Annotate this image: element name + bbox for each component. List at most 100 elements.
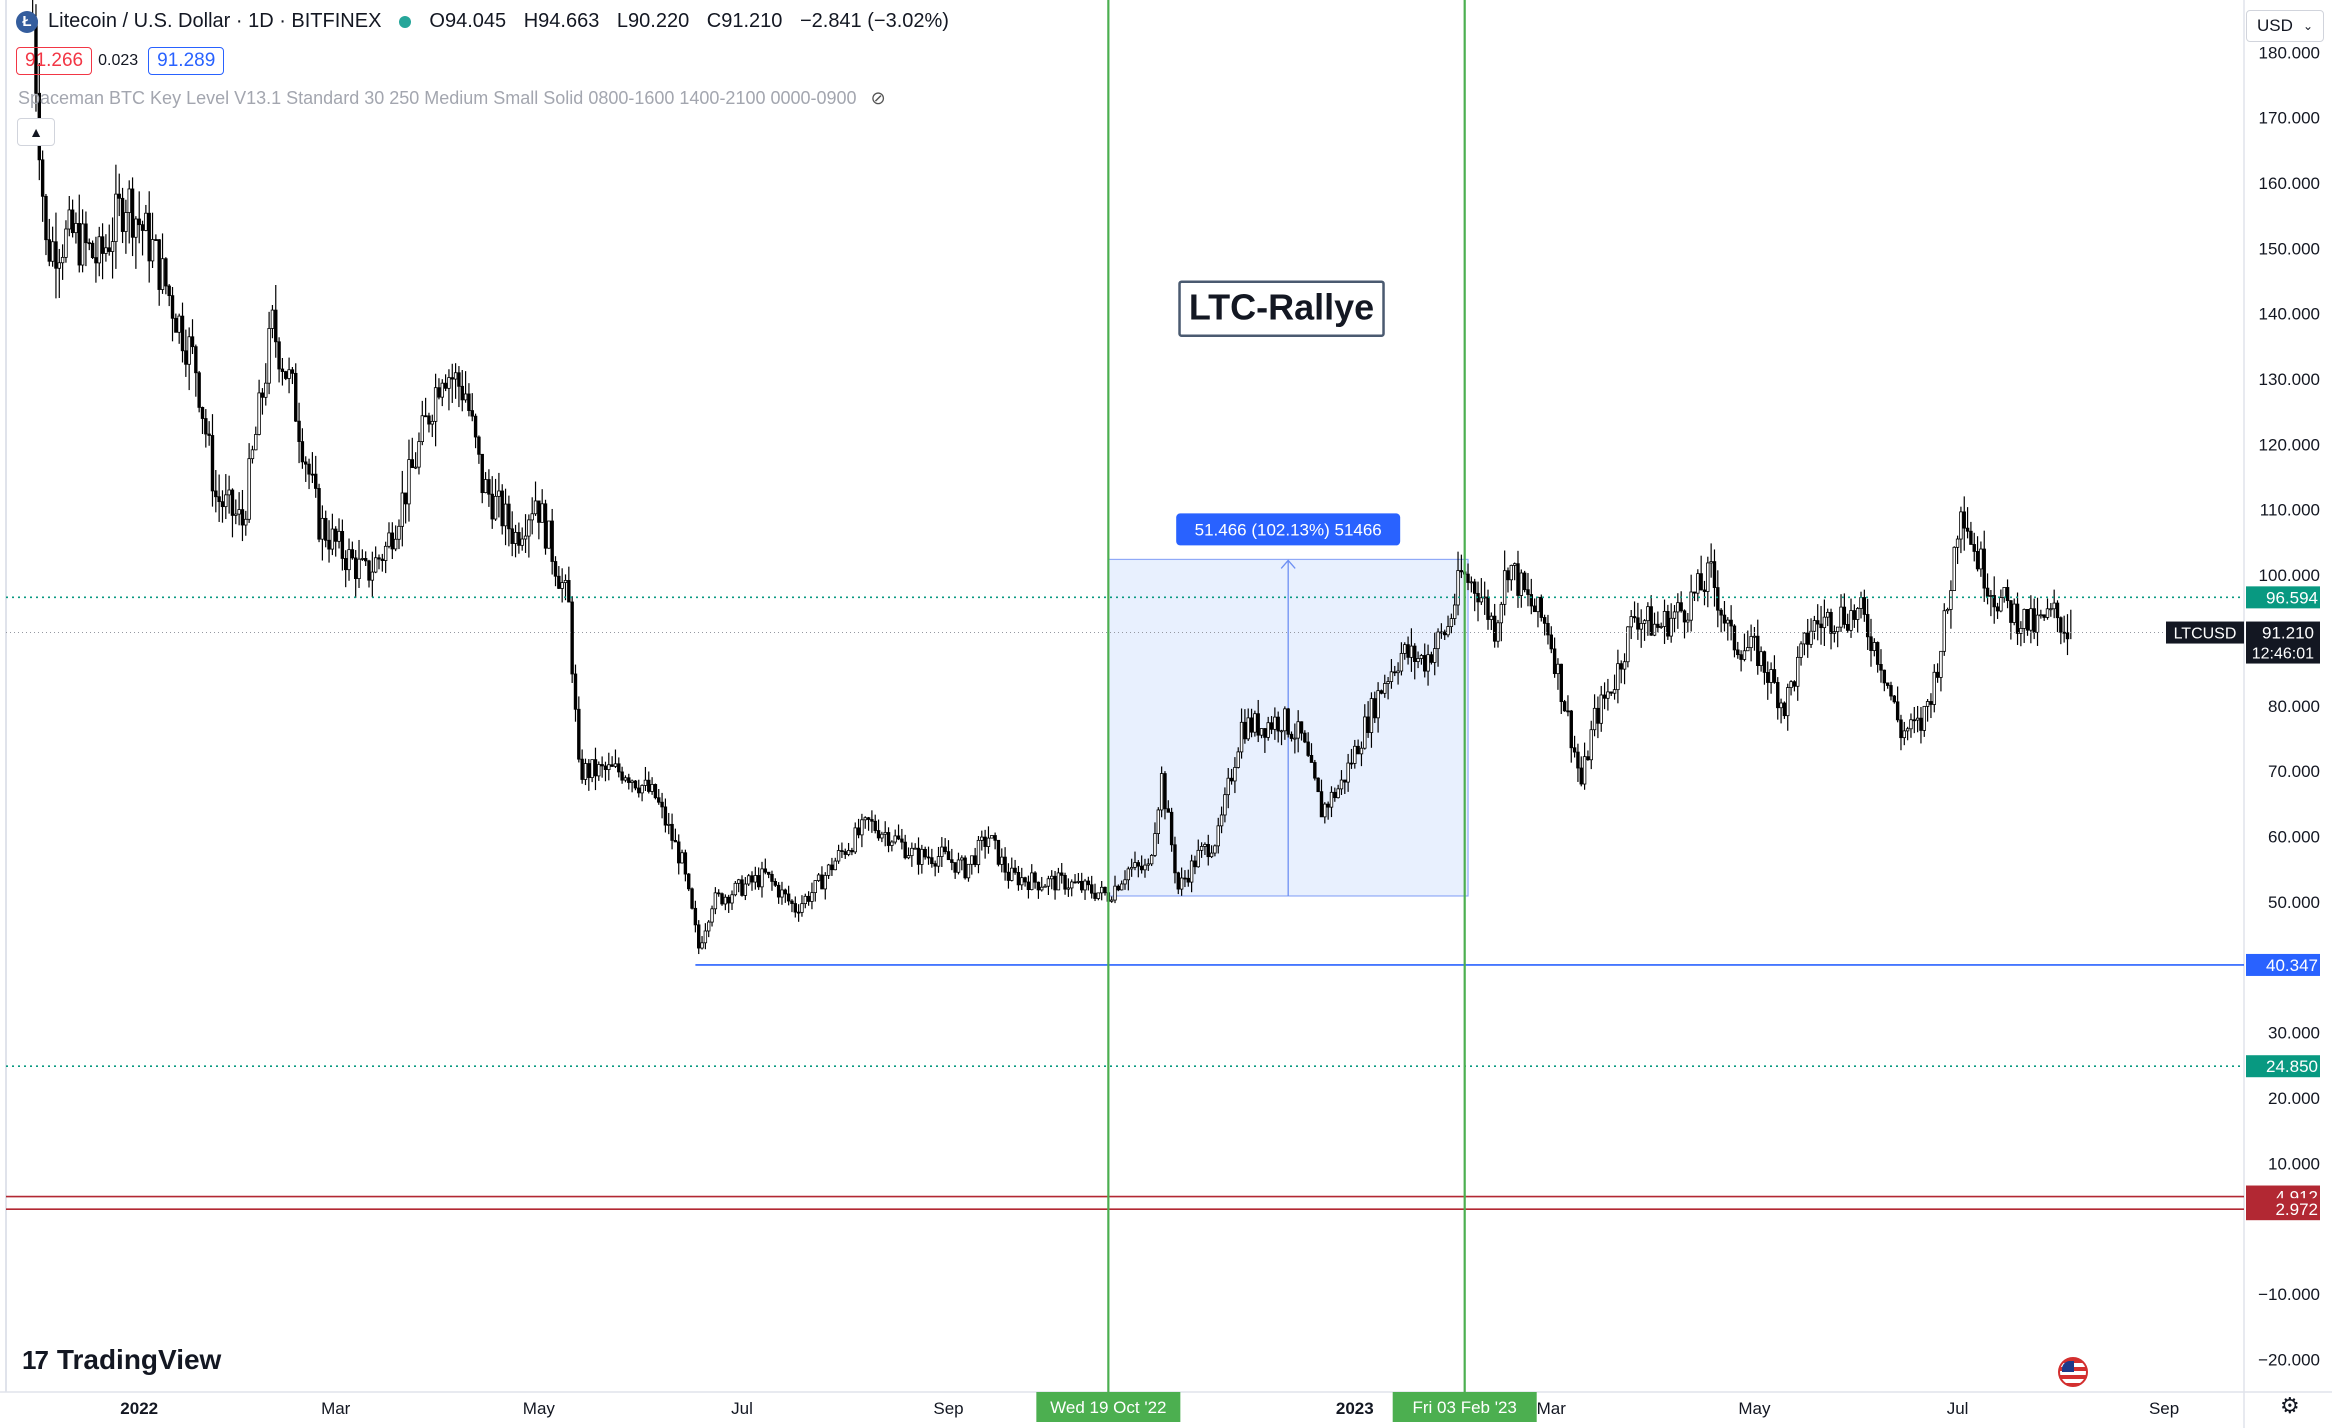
candle (1849, 598, 1853, 638)
candle (1203, 842, 1207, 856)
buy-price-button[interactable]: 91.289 (148, 47, 225, 75)
candle (1826, 608, 1830, 627)
candle-body (80, 223, 85, 266)
candle (766, 871, 771, 879)
sell-price-button[interactable]: 91.266 (16, 47, 93, 75)
candle (2065, 614, 2070, 656)
candle-body (380, 558, 385, 561)
candle-body (280, 368, 285, 372)
candle (1379, 689, 1384, 695)
candle-body (177, 315, 181, 333)
candle (174, 313, 178, 333)
candle (150, 212, 155, 268)
candle (220, 490, 225, 523)
candle (507, 495, 511, 547)
candle-body (447, 377, 451, 389)
candle-body (407, 459, 411, 505)
candle-body (776, 884, 781, 898)
candle-body (1246, 717, 1250, 740)
us-flag-icon[interactable] (2058, 1357, 2088, 1387)
candle-body (1652, 623, 1657, 636)
candle (1026, 875, 1031, 899)
candle-body (1020, 877, 1024, 886)
candle (413, 452, 418, 470)
price-tick-label: 100.000 (2259, 566, 2320, 585)
candle-body (140, 224, 145, 231)
candle-body (1346, 762, 1350, 783)
candle (1363, 704, 1367, 750)
candle (1829, 608, 1833, 650)
gear-icon[interactable]: ⚙ (2280, 1393, 2300, 1418)
candle-body (1656, 623, 1660, 628)
candle (1226, 768, 1230, 809)
candle (1689, 574, 1693, 632)
candle-body (1989, 595, 1993, 597)
candle-body (900, 838, 904, 843)
candle-body (996, 839, 1001, 865)
candle (820, 866, 824, 890)
candle (1512, 562, 1517, 581)
low-label: L (616, 10, 629, 32)
candle (310, 452, 315, 484)
countdown-text: 12:46:01 (2252, 646, 2314, 663)
candle (1816, 604, 1820, 641)
price-tick-label: 170.000 (2259, 109, 2320, 128)
candle-body (1353, 745, 1357, 764)
candle-body (1309, 755, 1314, 763)
tradingview-logo[interactable]: 17 TradingView (22, 1344, 221, 1376)
candle-body (1486, 596, 1490, 620)
candle (430, 414, 434, 438)
candle (1466, 563, 1470, 591)
currency-selector[interactable]: USD ⌄ (2246, 10, 2324, 42)
indicator-legend[interactable]: Spaceman BTC Key Level V13.1 Standard 30… (18, 88, 886, 109)
candle-body (500, 490, 504, 527)
candle-body (1043, 885, 1047, 888)
candle (1373, 691, 1377, 723)
candle (1492, 603, 1497, 648)
candle-body (277, 341, 281, 370)
candle-body (1512, 563, 1517, 566)
candle-body (90, 242, 95, 258)
candle (397, 519, 401, 550)
candle (367, 559, 371, 588)
candle-body (1496, 622, 1500, 642)
candle-body (1359, 747, 1364, 755)
candle (1386, 677, 1390, 700)
date-badge-bg (1392, 1392, 1537, 1422)
candle-body (943, 846, 947, 853)
candle-body (1865, 614, 1870, 638)
candle-body (906, 855, 911, 859)
symbol-title[interactable]: Litecoin / U.S. Dollar · 1D · BITFINEX (48, 10, 382, 32)
candle-body (743, 883, 748, 896)
candle-body (1196, 849, 1200, 868)
candle (900, 828, 904, 850)
candle (277, 337, 281, 383)
candle-body (833, 860, 837, 871)
candle-body (1809, 630, 1813, 645)
eye-crossed-icon[interactable]: ⊘ (870, 88, 886, 108)
collapse-legend-button[interactable]: ▲ (17, 118, 55, 146)
candle (370, 551, 375, 598)
candle (943, 838, 947, 855)
candle (966, 863, 971, 882)
candle-body (397, 525, 401, 540)
candle (2039, 609, 2043, 619)
candle-body (70, 209, 75, 234)
candle-body (1889, 685, 1893, 697)
candle (846, 842, 851, 857)
candle-body (87, 242, 91, 245)
candle-body (1789, 681, 1793, 688)
range-label-text: 51.466 (102.13%) 51466 (1195, 520, 1382, 539)
candle (257, 379, 261, 436)
candle-body (1576, 751, 1580, 769)
candle (663, 798, 668, 833)
candle (1519, 569, 1524, 608)
candle (294, 363, 298, 422)
candle (700, 936, 704, 950)
price-tick-label: 30.000 (2268, 1024, 2320, 1043)
candle (1716, 570, 1720, 628)
candle (996, 839, 1001, 867)
candle-body (1772, 669, 1777, 683)
candle-body (733, 882, 738, 896)
